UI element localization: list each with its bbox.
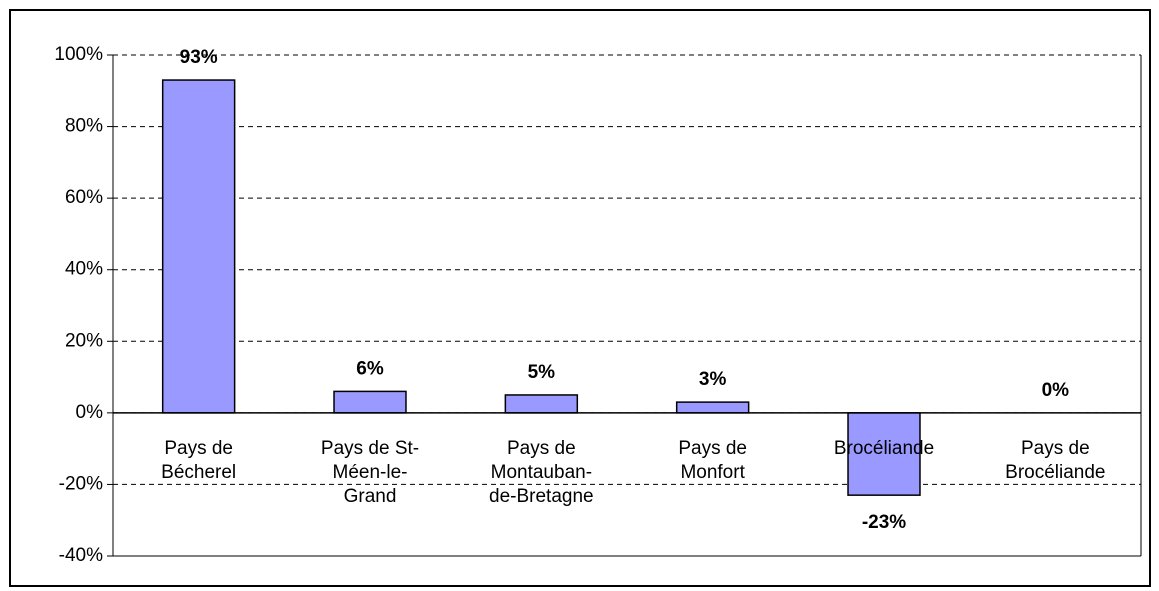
value-label: -23%	[862, 512, 906, 533]
bar	[675, 401, 750, 414]
y-tick-label: 60%	[65, 187, 103, 208]
x-tick-label: Pays de Monfort	[678, 437, 747, 483]
y-tick-label: 0%	[76, 402, 104, 423]
bar	[161, 79, 236, 414]
x-tick-label: Pays de St-Méen-le-Grand	[320, 437, 420, 507]
bar	[847, 412, 921, 496]
y-tick-label: 20%	[65, 330, 103, 351]
x-tick-label: Pays de Brocéliande	[1005, 437, 1106, 483]
value-label: 0%	[1042, 380, 1070, 401]
bar	[504, 394, 579, 414]
value-label: 93%	[180, 47, 218, 68]
y-tick-label: 40%	[65, 259, 103, 280]
value-label: 3%	[699, 369, 727, 390]
value-label: 6%	[356, 358, 384, 379]
value-label: 5%	[528, 362, 556, 383]
x-tick-label: Brocéliande	[833, 437, 935, 459]
y-tick-label: 80%	[65, 116, 103, 137]
y-tick-label: 100%	[54, 44, 103, 65]
x-tick-label: Pays de Bécherel	[161, 437, 237, 483]
bar	[333, 390, 407, 414]
x-tick-label: Pays de Montauban-de-Bretagne	[489, 437, 594, 507]
y-tick-label: -40%	[59, 545, 103, 566]
y-tick-label: -20%	[59, 473, 103, 494]
